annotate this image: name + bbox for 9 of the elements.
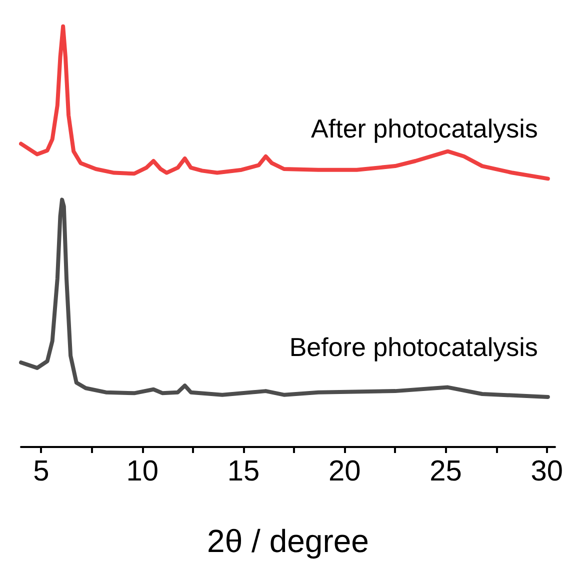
series-label: Before photocatalysis xyxy=(289,332,538,362)
x-axis-title: 2θ / degree xyxy=(207,523,369,559)
x-tick-label: 30 xyxy=(530,456,564,488)
x-tick-label: 15 xyxy=(227,456,260,488)
series-label: After photocatalysis xyxy=(311,114,538,144)
x-tick-label: 5 xyxy=(33,456,50,488)
x-tick-label: 25 xyxy=(430,456,462,488)
x-tick-label: 10 xyxy=(126,456,158,488)
x-tick-label: 20 xyxy=(328,456,361,488)
